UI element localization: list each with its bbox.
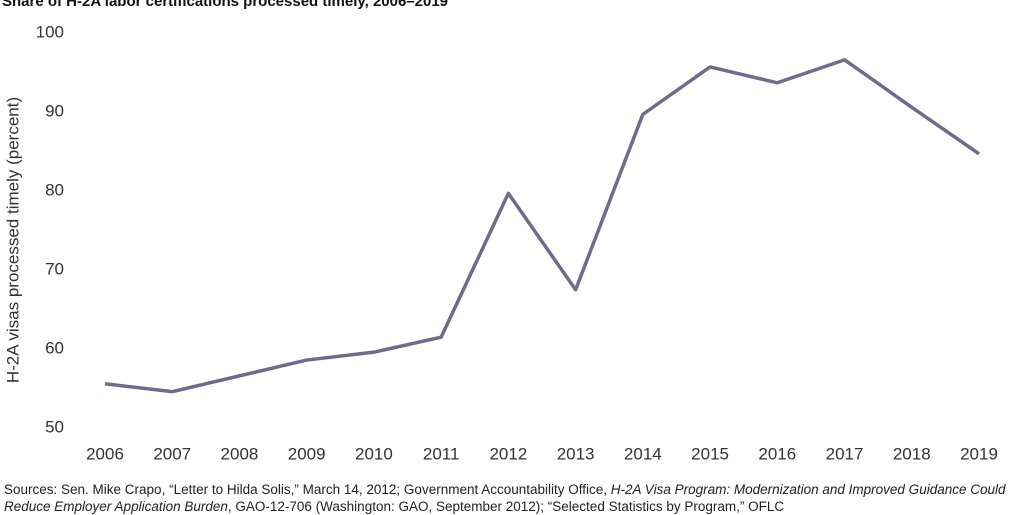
x-tick-label: 2015 — [691, 444, 729, 463]
x-tick-label: 2013 — [557, 444, 595, 463]
source-text-italic: H-2A Visa Program: Modernization and Imp… — [4, 482, 1006, 514]
y-tick-label: 100 — [36, 22, 64, 41]
y-tick-label: 90 — [45, 101, 64, 120]
source-text: , GAO-12-706 (Washington: GAO, September… — [227, 499, 785, 514]
x-tick-label: 2008 — [221, 444, 259, 463]
x-tick-label: 2006 — [86, 444, 124, 463]
source-text: Sources: Sen. Mike Crapo, “Letter to Hil… — [4, 482, 611, 497]
x-tick-label: 2014 — [624, 444, 662, 463]
y-axis-label: H-2A visas processed timely (percent) — [3, 97, 22, 383]
y-tick-label: 70 — [45, 259, 64, 278]
x-tick-label: 2018 — [893, 444, 931, 463]
chart-title: Share of H-2A labor certifications proce… — [2, 0, 448, 10]
x-tick-label: 2009 — [288, 444, 326, 463]
x-tick-label: 2019 — [960, 444, 998, 463]
x-tick-label: 2016 — [758, 444, 796, 463]
x-tick-label: 2012 — [489, 444, 527, 463]
source-note: Sources: Sen. Mike Crapo, “Letter to Hil… — [4, 481, 1024, 515]
x-tick-label: 2011 — [423, 444, 460, 463]
data-line — [104, 58, 980, 394]
y-tick-label: 80 — [45, 180, 64, 199]
x-tick-label: 2017 — [826, 444, 864, 463]
x-tick-label: 2007 — [153, 444, 191, 463]
chart: Share of H-2A labor certifications proce… — [2, 0, 998, 463]
x-tick-label: 2010 — [355, 444, 393, 463]
y-tick-label: 60 — [45, 338, 64, 357]
y-tick-label: 50 — [45, 417, 64, 436]
